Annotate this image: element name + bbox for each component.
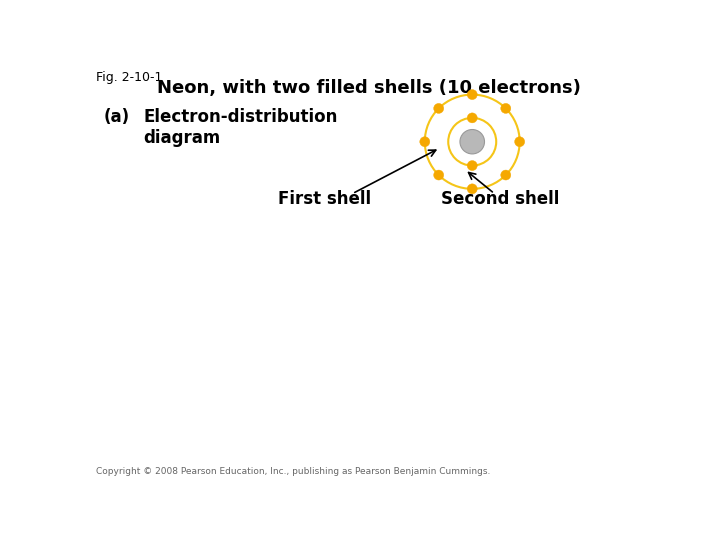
Ellipse shape xyxy=(433,104,444,113)
Ellipse shape xyxy=(467,184,477,194)
Ellipse shape xyxy=(467,90,477,99)
Text: Fig. 2-10-1: Fig. 2-10-1 xyxy=(96,71,162,84)
Ellipse shape xyxy=(467,113,477,123)
Ellipse shape xyxy=(500,104,510,113)
Ellipse shape xyxy=(500,170,510,180)
Text: Second shell: Second shell xyxy=(441,190,559,207)
Ellipse shape xyxy=(515,137,525,147)
Text: (a): (a) xyxy=(104,109,130,126)
Ellipse shape xyxy=(460,130,485,154)
Ellipse shape xyxy=(420,137,430,147)
Text: Neon, with two filled shells (10 electrons): Neon, with two filled shells (10 electro… xyxy=(157,79,581,97)
Text: First shell: First shell xyxy=(278,190,371,207)
Text: Electron-distribution
diagram: Electron-distribution diagram xyxy=(143,109,338,147)
Ellipse shape xyxy=(467,160,477,171)
Text: Copyright © 2008 Pearson Education, Inc., publishing as Pearson Benjamin Cumming: Copyright © 2008 Pearson Education, Inc.… xyxy=(96,467,490,476)
Ellipse shape xyxy=(433,170,444,180)
